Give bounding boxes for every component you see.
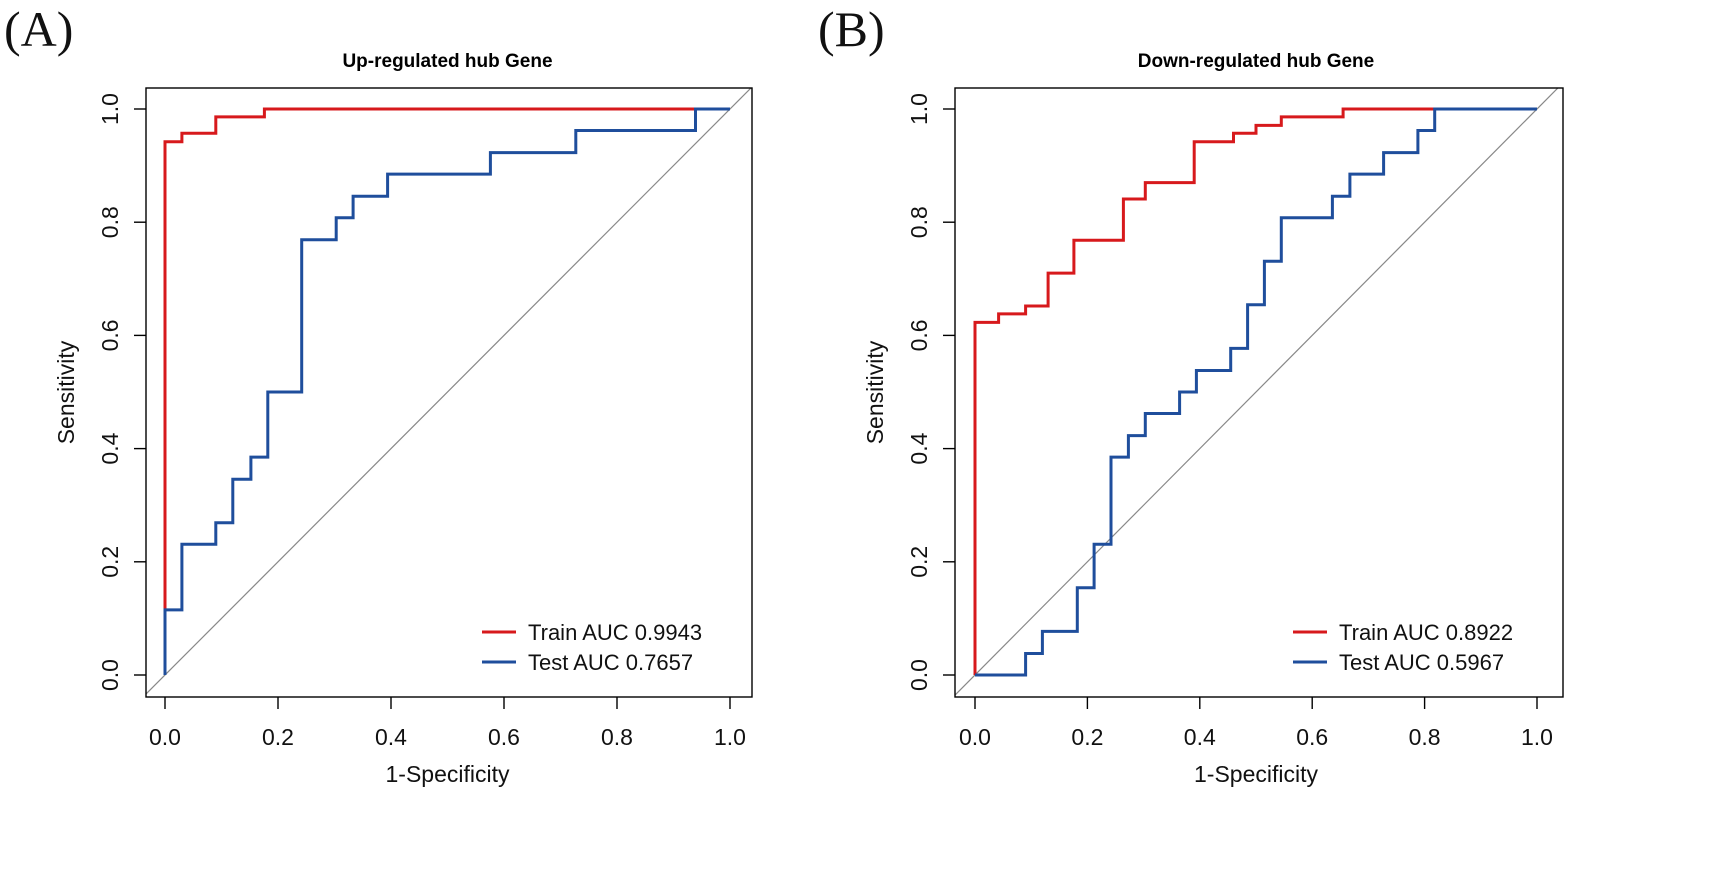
roc-curve-test	[163, 107, 730, 675]
plot-frame	[145, 87, 753, 698]
x-tick-label: 0.6	[488, 724, 520, 750]
roc-curve-train	[973, 107, 1537, 675]
roc-panel-b: Down-regulated hub Gene 0.0 0.2 0.4 0.6 0.8 1.…	[862, 51, 1564, 787]
roc-curve-test	[975, 107, 1537, 677]
panel-label-b: (B)	[818, 1, 885, 57]
diagonal-reference-line	[955, 88, 1559, 696]
x-tick-label: 0.8	[1409, 724, 1441, 750]
legend: Train AUC 0.8922 Test AUC 0.5967	[1293, 620, 1513, 675]
legend-label-train: Train AUC 0.8922	[1339, 620, 1513, 645]
y-axis-label: Sensitivity	[53, 340, 79, 444]
diagonal-reference-line	[146, 88, 752, 695]
roc-curve-train	[163, 107, 730, 675]
x-tick-label: 1.0	[1521, 724, 1553, 750]
x-tick-label: 0.0	[149, 724, 181, 750]
y-tick-label: 0.4	[906, 432, 932, 464]
y-tick-label: 0.0	[906, 659, 932, 691]
panel-label-a: (A)	[4, 1, 74, 57]
x-tick-label: 0.4	[1184, 724, 1216, 750]
y-tick-label: 1.0	[97, 93, 123, 125]
x-axis-label: 1-Specificity	[1194, 761, 1318, 787]
diagonal-group	[955, 88, 1559, 696]
x-tick-label: 1.0	[714, 724, 746, 750]
roc-panel-a: Up-regulated hub Gene 0.0 0.2 0.4 0.6 0.8 1.0 0…	[53, 51, 753, 787]
y-tick-label: 0.0	[97, 659, 123, 691]
x-tick-label: 0.2	[1071, 724, 1103, 750]
chart-title: Down-regulated hub Gene	[1138, 51, 1374, 72]
legend-label-train: Train AUC 0.9943	[528, 620, 702, 645]
x-tick-label: 0.4	[375, 724, 407, 750]
y-tick-label: 0.8	[97, 206, 123, 238]
x-tick-label: 0.2	[262, 724, 294, 750]
y-tick-label: 0.6	[97, 319, 123, 351]
x-tick-label: 0.8	[601, 724, 633, 750]
chart-title: Up-regulated hub Gene	[342, 51, 552, 72]
diagonal-group	[146, 88, 752, 695]
y-tick-label: 0.6	[906, 319, 932, 351]
y-tick-label: 0.2	[906, 546, 932, 578]
plot-frame	[954, 87, 1564, 698]
y-tick-label: 0.8	[906, 206, 932, 238]
legend-label-test: Test AUC 0.5967	[1339, 650, 1504, 675]
x-tick-label: 0.6	[1296, 724, 1328, 750]
y-tick-label: 1.0	[906, 93, 932, 125]
y-axis-label: Sensitivity	[862, 340, 888, 444]
x-axis-label: 1-Specificity	[386, 761, 510, 787]
legend: Train AUC 0.9943 Test AUC 0.7657	[482, 620, 702, 675]
y-tick-label: 0.2	[97, 546, 123, 578]
y-tick-label: 0.4	[97, 432, 123, 464]
x-tick-label: 0.0	[959, 724, 991, 750]
legend-label-test: Test AUC 0.7657	[528, 650, 693, 675]
